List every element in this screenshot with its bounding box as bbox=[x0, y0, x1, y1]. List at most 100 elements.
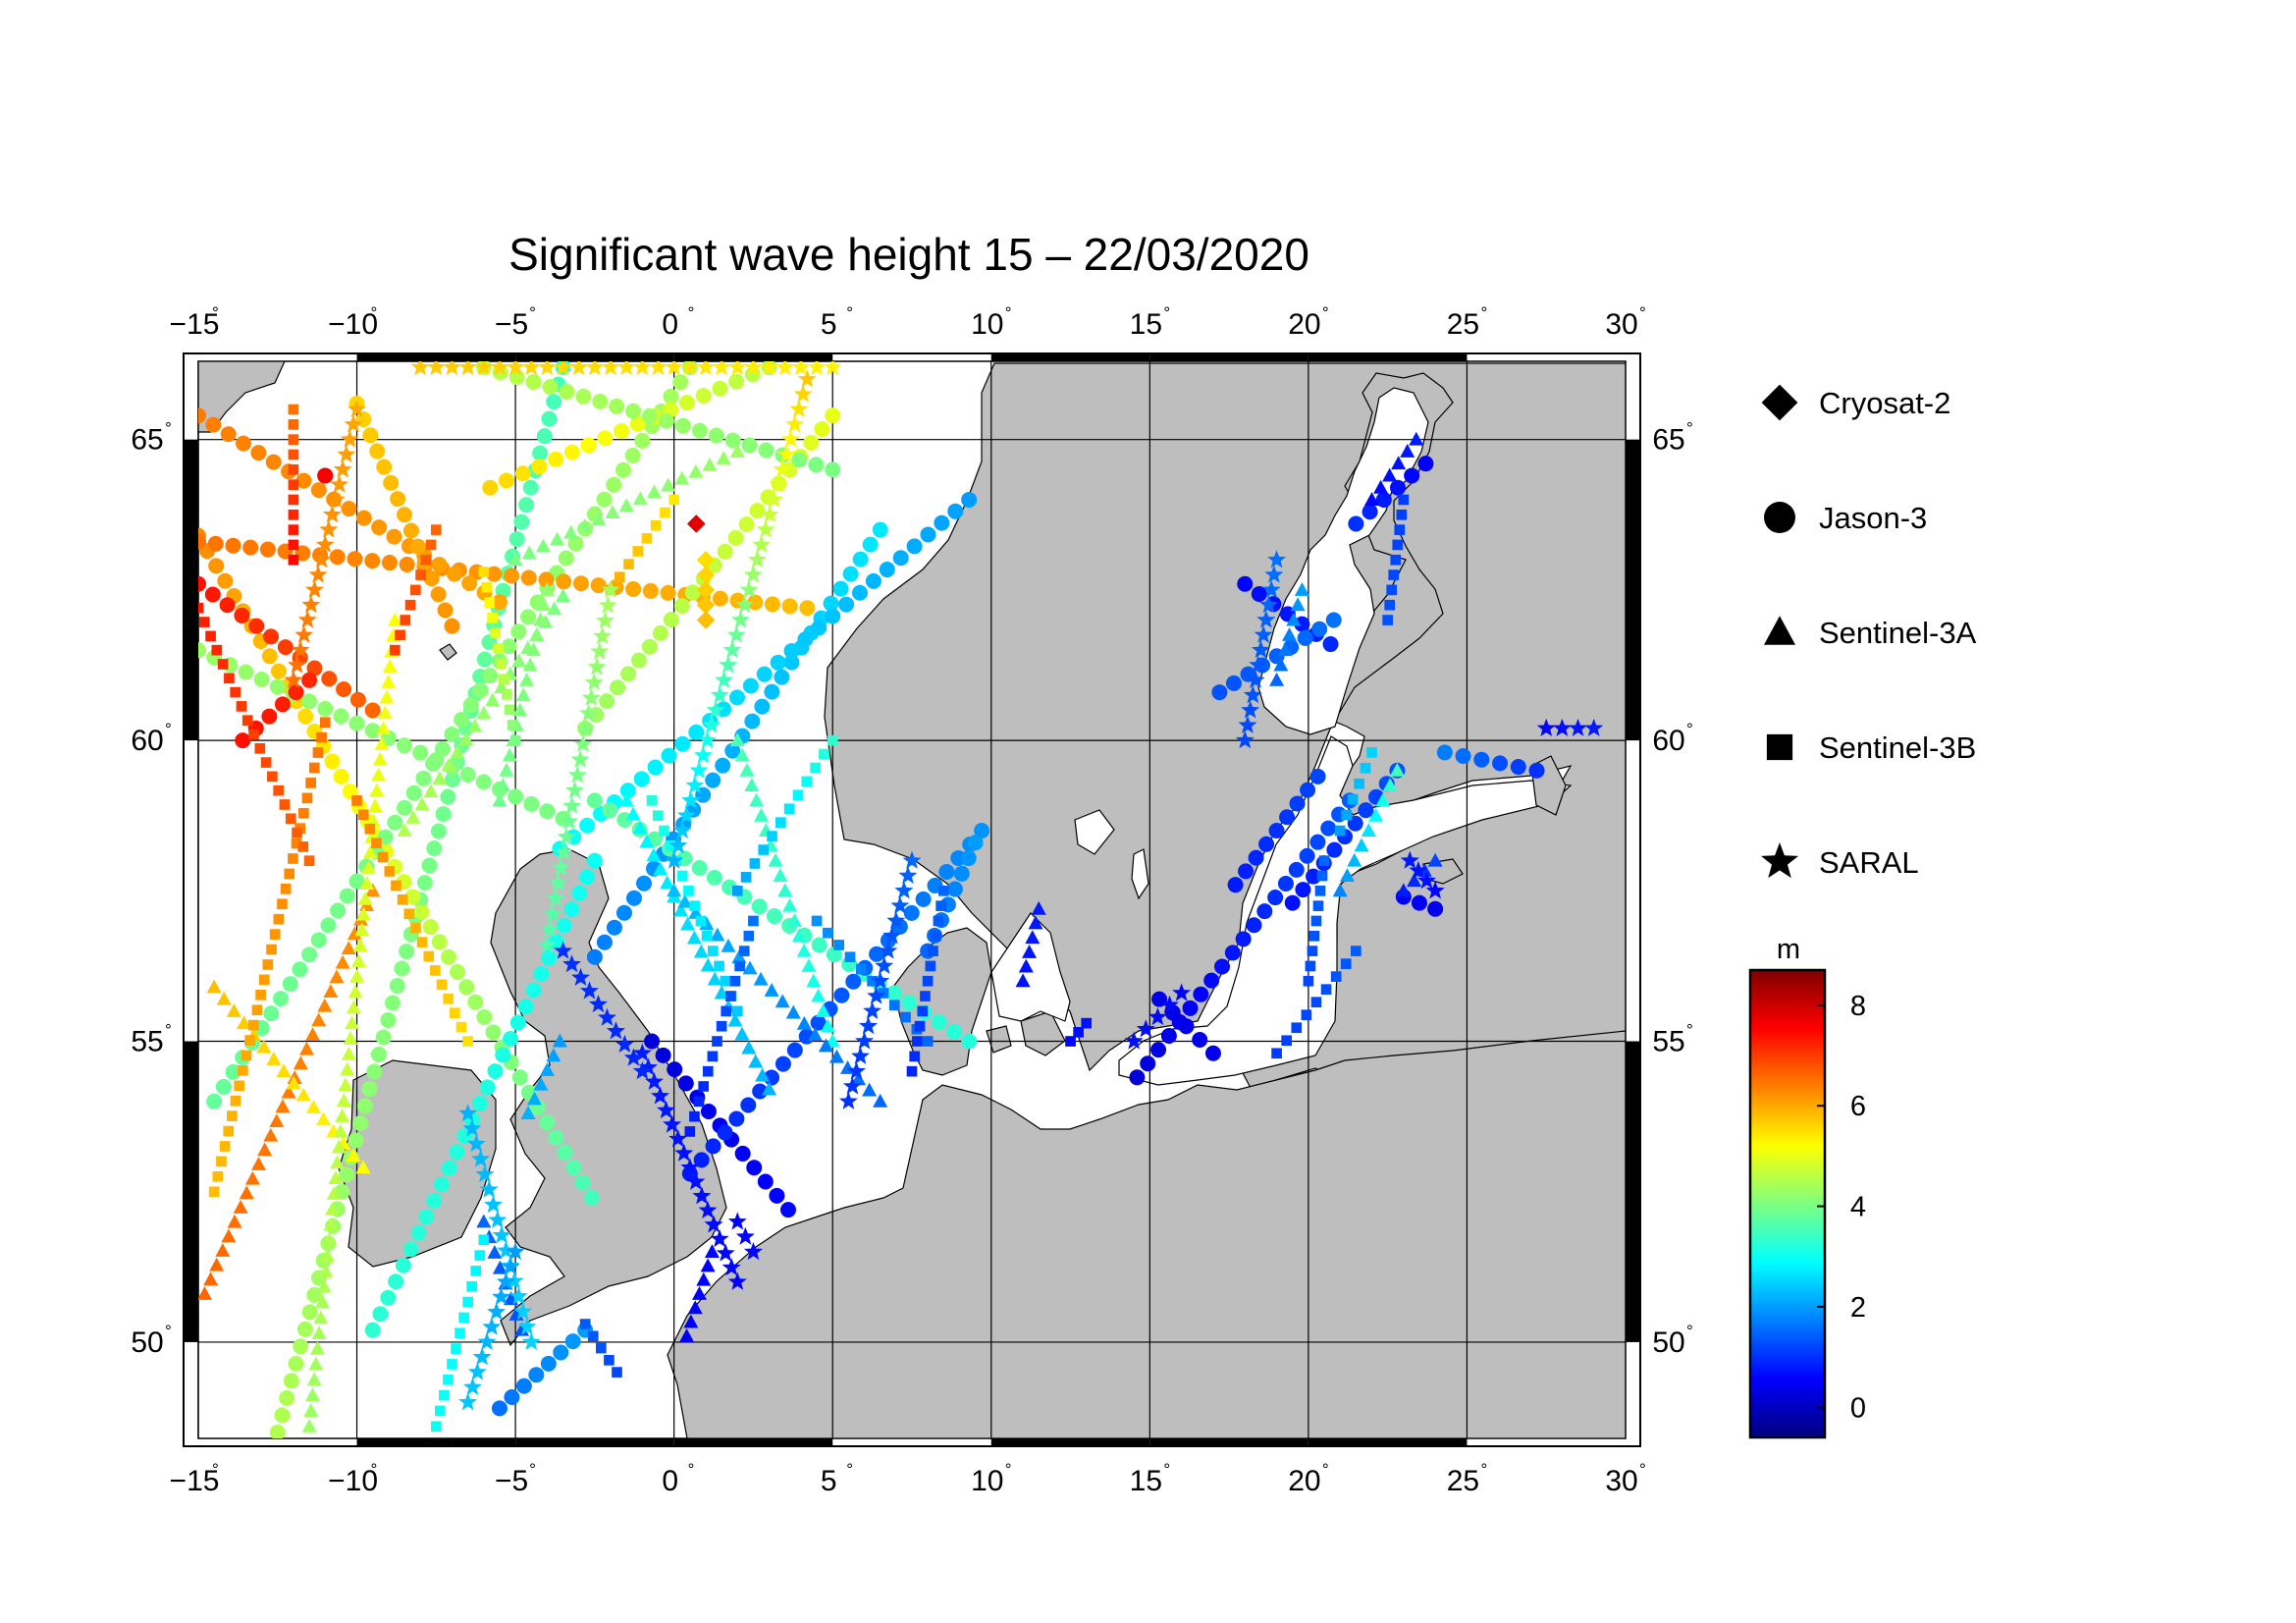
data-point-circle bbox=[225, 537, 241, 554]
data-point-circle bbox=[1309, 834, 1326, 850]
data-point-circle bbox=[1267, 890, 1284, 906]
data-point-circle bbox=[1129, 1069, 1146, 1086]
data-point-circle bbox=[208, 558, 225, 574]
data-point-circle bbox=[774, 1055, 791, 1072]
data-point-triangle bbox=[1396, 883, 1412, 897]
data-point-triangle bbox=[276, 1063, 292, 1078]
data-point-triangle bbox=[414, 796, 430, 811]
data-point-triangle bbox=[739, 762, 755, 777]
data-point-triangle bbox=[499, 762, 514, 777]
data-point-circle bbox=[295, 472, 312, 489]
lon-tick-label-top: −15 bbox=[170, 308, 220, 341]
colorbar-tick-label: 0 bbox=[1850, 1392, 1866, 1424]
legend-label: Sentinel-3B bbox=[1819, 730, 1976, 765]
data-point-triangle bbox=[1427, 852, 1443, 867]
data-point-star bbox=[789, 400, 809, 418]
axis-labels: −15°−15°−10°−10°−5 °−5 °0 °0 °5 °5 °10 °10 °15 °1… bbox=[131, 303, 1693, 1497]
data-point-square bbox=[481, 581, 493, 593]
data-point-circle bbox=[539, 1114, 556, 1131]
data-point-square bbox=[288, 524, 299, 535]
data-point-star bbox=[863, 1001, 882, 1019]
data-point-circle bbox=[1182, 1000, 1199, 1016]
colorbar-tick-label: 6 bbox=[1850, 1091, 1866, 1122]
colorbar-tick-label: 8 bbox=[1850, 991, 1866, 1022]
data-point-triangle bbox=[308, 1356, 324, 1371]
data-point-square bbox=[416, 937, 428, 947]
data-point-triangle bbox=[226, 1003, 241, 1017]
data-point-square bbox=[423, 950, 435, 962]
data-point-circle bbox=[504, 568, 520, 584]
data-point-triangle bbox=[1409, 431, 1424, 446]
frame-bar-bottom bbox=[673, 1438, 833, 1446]
data-point-triangle bbox=[625, 806, 641, 821]
data-point-square bbox=[316, 731, 327, 743]
data-points bbox=[198, 361, 1604, 1438]
data-point-square bbox=[716, 1020, 727, 1032]
data-point-square bbox=[721, 1005, 732, 1017]
data-point-star bbox=[743, 565, 763, 583]
data-point-circle bbox=[783, 642, 800, 659]
data-point-circle bbox=[764, 596, 780, 613]
degree-mark: ° bbox=[1322, 1460, 1329, 1479]
data-point-circle bbox=[579, 817, 596, 834]
data-point-circle bbox=[1427, 900, 1444, 917]
data-point-circle bbox=[341, 501, 357, 517]
data-point-square bbox=[208, 1186, 220, 1198]
data-point-circle bbox=[1246, 917, 1262, 934]
data-point-star bbox=[557, 827, 576, 845]
data-point-triangle bbox=[687, 1300, 703, 1315]
data-point-triangle bbox=[731, 949, 747, 964]
data-point-circle bbox=[810, 1014, 827, 1031]
data-point-circle bbox=[317, 700, 334, 717]
data-point-triangle bbox=[1332, 883, 1348, 897]
data-point-circle bbox=[615, 904, 632, 921]
data-point-circle bbox=[1294, 616, 1310, 632]
data-point-triangle bbox=[1373, 479, 1389, 494]
data-point-circle bbox=[610, 679, 626, 696]
data-point-square bbox=[288, 539, 299, 551]
data-point-triangle bbox=[667, 883, 682, 897]
data-point-circle bbox=[387, 814, 403, 831]
data-point-triangle bbox=[764, 983, 779, 997]
data-point-diamond bbox=[696, 580, 716, 600]
lon-tick-label-bottom: −10 bbox=[328, 1465, 378, 1497]
data-point-square bbox=[298, 807, 309, 819]
data-point-star bbox=[710, 685, 729, 704]
data-point-circle bbox=[931, 1013, 947, 1030]
data-point-circle bbox=[282, 976, 298, 993]
data-point-star bbox=[769, 474, 788, 493]
data-point-triangle bbox=[303, 1403, 319, 1417]
data-point-star bbox=[554, 941, 573, 959]
data-point-triangle bbox=[321, 1232, 337, 1247]
data-point-square bbox=[403, 908, 415, 920]
data-point-square bbox=[487, 612, 498, 623]
data-point-triangle bbox=[873, 1093, 888, 1108]
data-point-star bbox=[775, 361, 795, 376]
data-point-circle bbox=[504, 1388, 520, 1405]
data-point-circle bbox=[903, 904, 920, 921]
data-point-circle bbox=[599, 693, 615, 710]
data-point-square bbox=[284, 868, 295, 880]
data-point-square bbox=[740, 872, 752, 883]
data-point-circle bbox=[293, 1338, 309, 1355]
data-point-circle bbox=[693, 1152, 710, 1168]
data-point-star bbox=[584, 673, 604, 691]
data-point-square bbox=[474, 1250, 486, 1261]
data-point-square bbox=[458, 1312, 469, 1324]
data-point-square bbox=[1366, 747, 1377, 758]
data-point-circle bbox=[825, 407, 841, 424]
data-point-triangle bbox=[209, 1257, 225, 1271]
data-point-triangle bbox=[683, 1314, 699, 1328]
lat-tick-label-left: 55 bbox=[131, 1026, 163, 1058]
data-point-star bbox=[651, 1086, 670, 1105]
data-point-triangle bbox=[618, 792, 634, 807]
degree-mark: ° bbox=[1163, 303, 1170, 322]
data-point-star bbox=[482, 1317, 502, 1335]
data-point-circle bbox=[1235, 931, 1252, 947]
data-point-square bbox=[701, 930, 713, 942]
data-point-triangle bbox=[1025, 930, 1041, 945]
data-point-star bbox=[894, 881, 914, 899]
data-point-star bbox=[638, 1057, 658, 1076]
data-point-circle bbox=[431, 934, 448, 950]
data-point-circle bbox=[352, 1114, 369, 1131]
